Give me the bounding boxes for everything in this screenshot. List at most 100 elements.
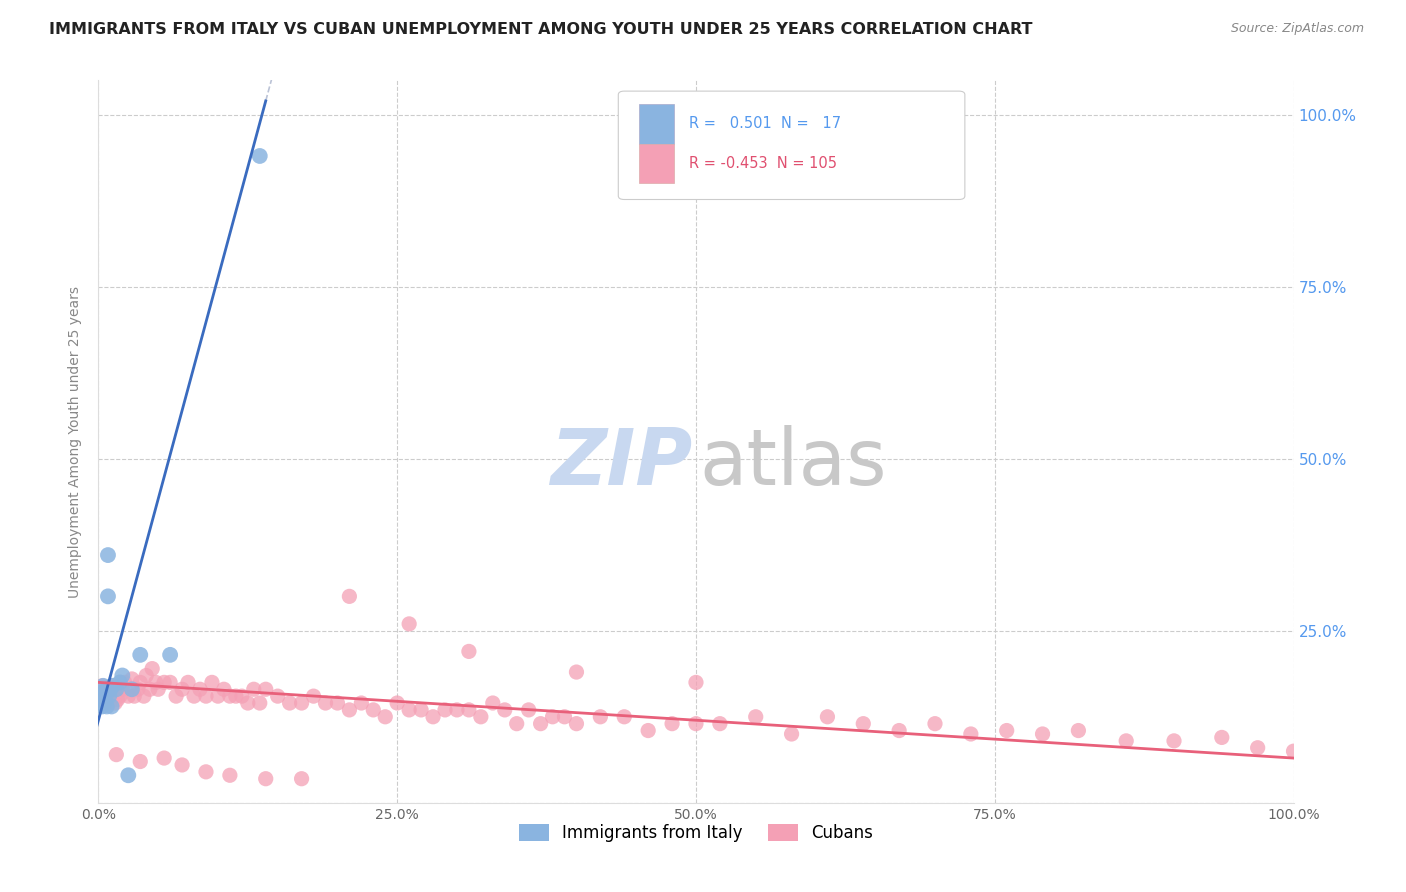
Point — [201, 675, 224, 690]
Point — [267, 689, 290, 703]
Point — [153, 751, 176, 765]
Point — [91, 679, 114, 693]
Point — [108, 675, 131, 690]
Point — [89, 696, 111, 710]
Point — [398, 703, 420, 717]
Point — [89, 689, 111, 703]
Point — [960, 727, 983, 741]
Point — [374, 710, 396, 724]
Point — [107, 692, 129, 706]
Point — [889, 723, 911, 738]
Point — [87, 689, 110, 703]
Point — [1163, 734, 1185, 748]
Point — [172, 758, 194, 772]
Point — [91, 689, 114, 703]
Point — [207, 689, 229, 703]
Point — [541, 710, 564, 724]
Point — [589, 710, 612, 724]
Point — [141, 662, 163, 676]
Point — [1067, 723, 1090, 738]
Point — [685, 675, 707, 690]
Point — [172, 682, 194, 697]
Point — [506, 716, 529, 731]
Point — [385, 696, 409, 710]
Point — [924, 716, 946, 731]
Point — [90, 686, 112, 700]
Point — [93, 686, 115, 700]
Point — [243, 682, 266, 697]
Point — [132, 689, 155, 703]
Point — [159, 675, 181, 690]
Point — [326, 696, 349, 710]
Text: IMMIGRANTS FROM ITALY VS CUBAN UNEMPLOYMENT AMONG YOUTH UNDER 25 YEARS CORRELATI: IMMIGRANTS FROM ITALY VS CUBAN UNEMPLOYM… — [49, 22, 1033, 37]
Point — [93, 696, 115, 710]
Text: R =   0.501  N =   17: R = 0.501 N = 17 — [689, 116, 841, 131]
Point — [98, 689, 121, 703]
Point — [159, 648, 181, 662]
Point — [129, 675, 152, 690]
Point — [153, 675, 176, 690]
Point — [852, 716, 875, 731]
Point — [183, 689, 205, 703]
Point — [422, 710, 444, 724]
Point — [1211, 731, 1233, 745]
Point — [302, 689, 325, 703]
Point — [96, 682, 118, 697]
Point — [129, 755, 152, 769]
Point — [637, 723, 659, 738]
Point — [458, 703, 481, 717]
Point — [411, 703, 433, 717]
Point — [815, 710, 838, 724]
Point — [195, 764, 218, 779]
Point — [565, 665, 588, 679]
Text: Source: ZipAtlas.com: Source: ZipAtlas.com — [1230, 22, 1364, 36]
Point — [780, 727, 803, 741]
Point — [219, 689, 242, 703]
Point — [995, 723, 1018, 738]
FancyBboxPatch shape — [638, 103, 675, 144]
Point — [188, 682, 211, 697]
Point — [339, 703, 361, 717]
Point — [446, 703, 468, 717]
Point — [96, 682, 118, 697]
Point — [1247, 740, 1270, 755]
Point — [98, 682, 122, 697]
Point — [89, 689, 111, 703]
Point — [135, 668, 157, 682]
Point — [1032, 727, 1054, 741]
Point — [105, 682, 128, 697]
Point — [97, 590, 120, 604]
Point — [121, 672, 143, 686]
Point — [249, 149, 271, 163]
Point — [111, 668, 134, 682]
Point — [97, 548, 120, 562]
Point — [129, 648, 152, 662]
Point — [254, 772, 277, 786]
Point — [114, 675, 136, 690]
Point — [96, 699, 118, 714]
Point — [530, 716, 553, 731]
Point — [117, 768, 139, 782]
Point — [91, 696, 114, 710]
Point — [236, 696, 259, 710]
Point — [1115, 734, 1137, 748]
Point — [291, 696, 314, 710]
Point — [90, 692, 112, 706]
Point — [434, 703, 457, 717]
Point — [481, 696, 505, 710]
Point — [101, 679, 124, 693]
Point — [458, 644, 481, 658]
Y-axis label: Unemployment Among Youth under 25 years: Unemployment Among Youth under 25 years — [69, 285, 83, 598]
Text: atlas: atlas — [700, 425, 887, 501]
Point — [685, 716, 707, 731]
Point — [494, 703, 516, 717]
Point — [350, 696, 373, 710]
Point — [363, 703, 385, 717]
Point — [121, 682, 143, 697]
Point — [108, 689, 131, 703]
Point — [231, 689, 253, 703]
Legend: Immigrants from Italy, Cubans: Immigrants from Italy, Cubans — [512, 817, 880, 848]
Point — [91, 699, 114, 714]
Point — [470, 710, 492, 724]
Point — [94, 689, 117, 703]
